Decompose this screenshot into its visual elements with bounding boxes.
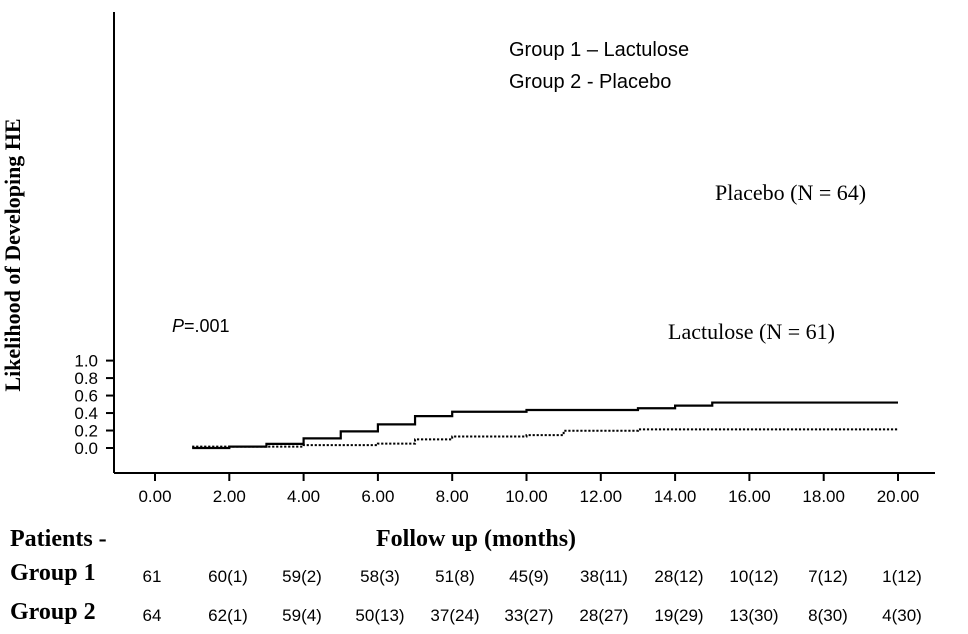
risk-cell: 59(2) (282, 567, 322, 586)
risk-cell: 38(11) (580, 567, 628, 586)
y-tick-label: 0.4 (74, 404, 98, 423)
p-value: P=.001 (172, 316, 230, 336)
risk-cell: 58(3) (360, 567, 400, 586)
x-tick-label: 12.00 (580, 487, 623, 506)
series-line-placebo (192, 401, 898, 450)
y-tick-label: 0.2 (74, 422, 98, 441)
axes: 0.00.20.40.60.81.0 0.00 2.00 4.00 6.00 8.00 10… (74, 12, 935, 506)
risk-cell: 59(4) (282, 606, 322, 625)
risk-cell: 8(30) (808, 606, 848, 625)
risk-cell: 13(30) (729, 606, 778, 625)
legend-line-1: Group 1 – Lactulose (509, 39, 689, 61)
risk-cell: 28(12) (654, 567, 703, 586)
risk-cell: 33(27) (504, 606, 553, 625)
y-tick-label: 0.0 (74, 439, 98, 458)
risk-cell: 60(1) (208, 567, 248, 586)
risk-cell: 4(30) (882, 606, 922, 625)
y-tick-label: 1.0 (74, 352, 98, 371)
x-tick-label: 16.00 (728, 487, 771, 506)
series-lines (192, 401, 898, 450)
x-tick-label: 4.00 (287, 487, 320, 506)
series-label-lactulose: Lactulose (N = 61) (668, 319, 835, 344)
legend-line-2: Group 2 - Placebo (509, 71, 671, 93)
risk-cell: 50(13) (355, 606, 404, 625)
x-tick-label: 10.00 (505, 487, 548, 506)
risk-row-label-group2: Group 2 (10, 599, 96, 625)
x-tick-label: 14.00 (654, 487, 697, 506)
x-axis-label: Follow up (months) (376, 526, 576, 552)
risk-cell: 7(12) (808, 567, 848, 586)
y-tick-label: 0.8 (74, 369, 98, 388)
x-tick-label: 0.00 (138, 487, 171, 506)
risk-cell: 1(12) (882, 567, 922, 586)
x-tick-label: 6.00 (361, 487, 394, 506)
risk-cell: 28(27) (579, 606, 628, 625)
risk-row-label-group1: Group 1 (10, 560, 96, 586)
series-label-placebo: Placebo (N = 64) (715, 180, 866, 205)
p-value-rest: =.001 (184, 316, 230, 336)
p-value-prefix: P (172, 316, 184, 336)
risk-cell: 45(9) (509, 567, 549, 586)
y-axis-label: Likelihood of Developing HE (0, 118, 25, 391)
risk-cell: 62(1) (208, 606, 248, 625)
x-tick-label: 20.00 (877, 487, 920, 506)
risk-table-values: 61 60(1) 59(2) 58(3) 51(8) 45(9) 38(11) 28(12) 1… (143, 567, 922, 625)
risk-cell: 19(29) (654, 606, 703, 625)
risk-cell: 37(24) (430, 606, 479, 625)
x-tick-label: 8.00 (436, 487, 469, 506)
risk-table-header: Patients - (10, 526, 107, 552)
risk-cell: 51(8) (435, 567, 475, 586)
series-line-lactulose (192, 428, 898, 448)
y-tick-label: 0.6 (74, 387, 98, 406)
x-tick-label: 2.00 (213, 487, 246, 506)
x-tick-label: 18.00 (802, 487, 845, 506)
risk-cell: 64 (143, 606, 162, 625)
risk-cell: 61 (143, 567, 162, 586)
risk-cell: 10(12) (729, 567, 778, 586)
